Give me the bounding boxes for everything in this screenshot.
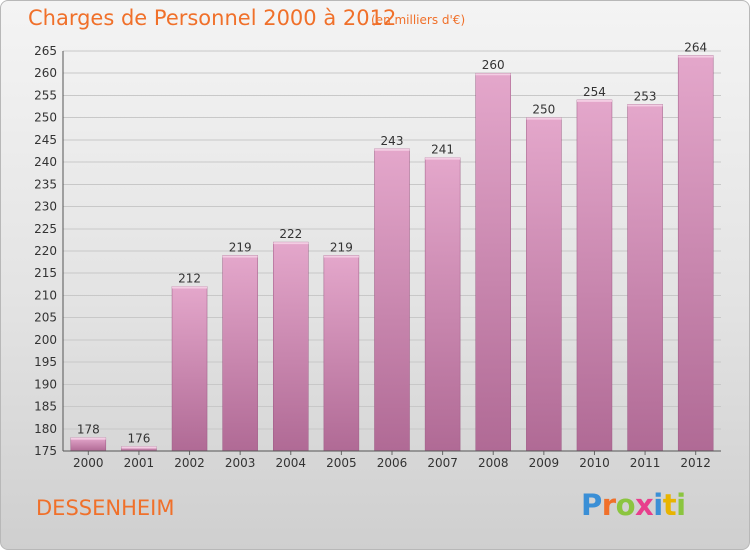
data-label: 222 [279, 227, 302, 241]
x-tick-label: 2005 [326, 456, 357, 470]
axes: 175 180 185 190 195 200 205 210 215 220 225 230 235 2… [34, 44, 721, 470]
bar-2009 [526, 117, 562, 452]
bar-2002 [171, 286, 208, 452]
y-tick-label: 235 [34, 177, 57, 191]
data-label: 243 [381, 134, 404, 148]
y-tick-label: 210 [34, 288, 57, 302]
y-tick-label: 265 [34, 44, 57, 58]
y-tick-label: 200 [34, 333, 57, 347]
chart-subtitle: (en milliers d'€) [371, 13, 466, 27]
data-label: 254 [583, 85, 606, 99]
y-tick-label: 260 [34, 66, 57, 80]
x-tick-label: 2012 [680, 456, 711, 470]
y-tick-label: 215 [34, 266, 57, 280]
logo-letter: t [662, 488, 677, 522]
y-tick-label: 185 [34, 400, 57, 414]
logo-letter: x [635, 488, 654, 522]
city-name: DESSENHEIM [36, 496, 175, 520]
proxiti-logo[interactable]: Proxiti [581, 488, 686, 522]
bar-2003 [222, 255, 258, 452]
data-label: 250 [532, 103, 555, 117]
x-tick-label: 2002 [174, 456, 205, 470]
bar-2008 [475, 72, 511, 452]
y-tick-label: 230 [34, 200, 57, 214]
logo-letter: o [615, 488, 636, 522]
data-label: 253 [634, 89, 657, 103]
data-label: 219 [229, 240, 252, 254]
y-tick-label: 245 [34, 133, 57, 147]
data-label: 241 [431, 143, 454, 157]
bar-2010 [576, 99, 613, 452]
y-tick-label: 220 [34, 244, 57, 258]
y-tick-label: 255 [34, 88, 57, 102]
data-label: 264 [684, 40, 707, 54]
bar-2012 [677, 55, 714, 452]
bar-2006 [374, 148, 410, 452]
x-tick-label: 2007 [427, 456, 458, 470]
data-label: 219 [330, 240, 353, 254]
data-label: 176 [127, 432, 150, 446]
x-tick-label: 2010 [579, 456, 610, 470]
bar-2007 [424, 157, 461, 452]
logo-letter: r [601, 488, 616, 522]
logo-letter: i [676, 488, 686, 522]
x-tick-label: 2004 [275, 456, 306, 470]
data-label: 178 [77, 423, 100, 437]
x-tick-label: 2006 [377, 456, 408, 470]
y-tick-label: 175 [34, 444, 57, 458]
y-tick-label: 225 [34, 222, 57, 236]
chart-title: Charges de Personnel 2000 à 2012 [28, 6, 397, 30]
logo-letter: i [653, 488, 663, 522]
y-tick-label: 195 [34, 355, 57, 369]
bar-2011 [627, 104, 663, 452]
x-tick-label: 2009 [529, 456, 560, 470]
data-label: 260 [482, 58, 505, 72]
bar-2004 [273, 241, 309, 452]
y-tick-label: 240 [34, 155, 57, 169]
y-tick-label: 190 [34, 377, 57, 391]
logo-letter: P [581, 488, 602, 522]
x-tick-label: 2008 [478, 456, 509, 470]
x-tick-label: 2011 [630, 456, 661, 470]
x-tick-label: 2003 [225, 456, 256, 470]
y-tick-label: 250 [34, 111, 57, 125]
x-tick-label: 2000 [73, 456, 104, 470]
bar-2005 [323, 255, 360, 452]
x-tick-label: 2001 [124, 456, 155, 470]
data-label: 212 [178, 272, 201, 286]
y-tick-label: 205 [34, 311, 57, 325]
y-tick-label: 180 [34, 422, 57, 436]
bars: 178 176 212 219 222 219 243 241 260 250 254 253 264 [70, 40, 714, 452]
